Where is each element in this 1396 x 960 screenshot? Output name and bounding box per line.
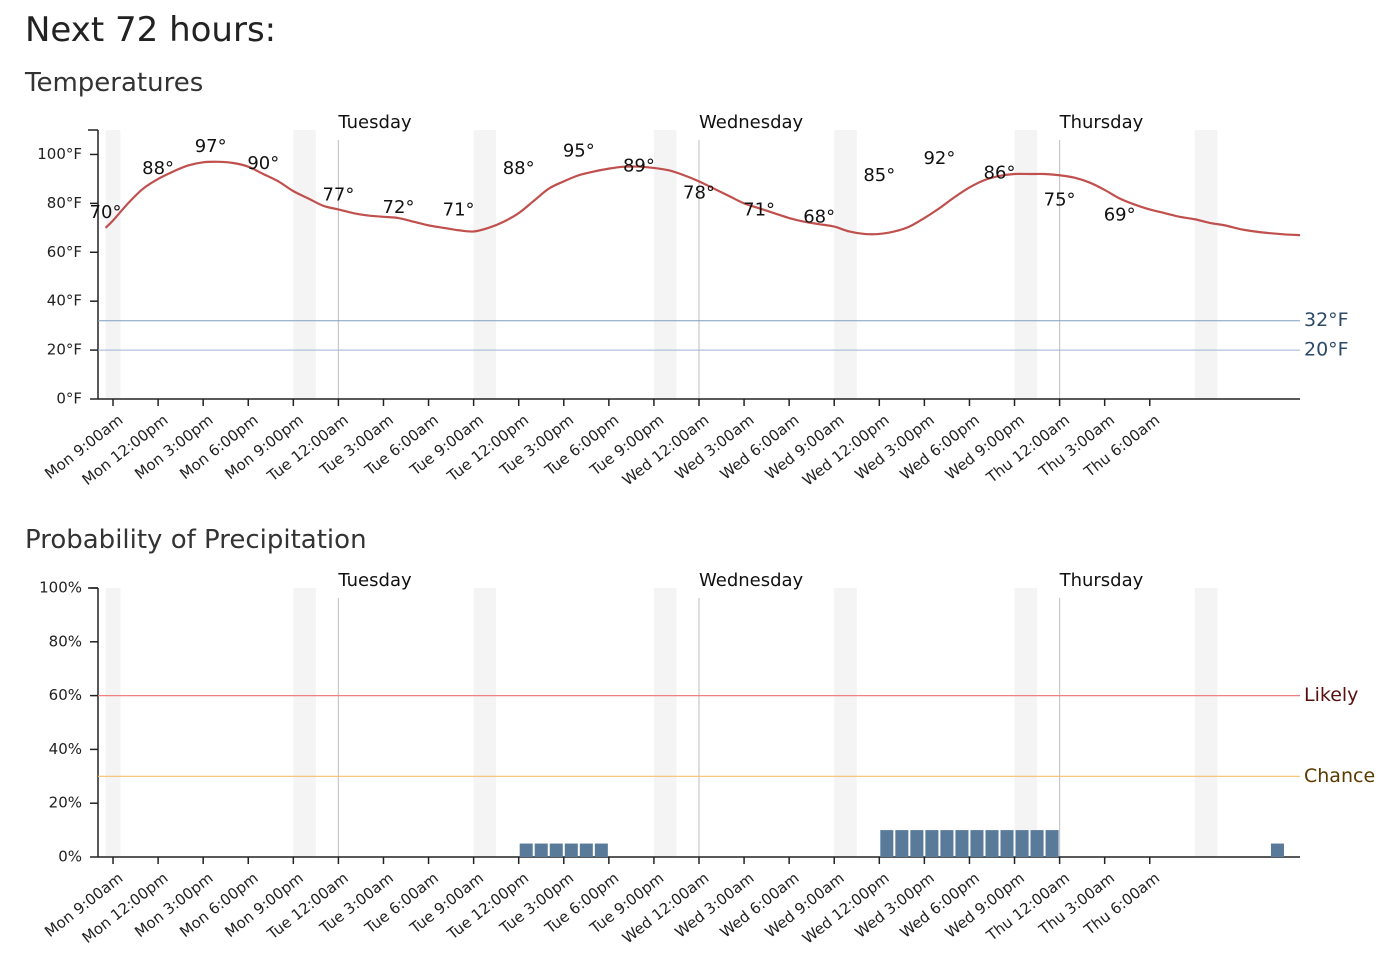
temperature-point-label: 92°	[923, 148, 955, 169]
temperature-point-label: 89°	[623, 155, 655, 176]
temperature-point-label: 70°	[90, 202, 122, 223]
temperature-point-label: 85°	[863, 165, 895, 186]
precip-day-label: Tuesday	[337, 570, 412, 591]
temperature-point-label: 71°	[743, 199, 775, 220]
precip-bar	[1270, 843, 1284, 857]
temp-y-tick-label: 20°F	[47, 341, 82, 359]
temp-day-label: Thursday	[1059, 112, 1144, 133]
temp-night-band	[293, 130, 316, 399]
precip-night-band	[1014, 588, 1038, 857]
temp-night-band	[1194, 130, 1218, 399]
temperature-point-label: 71°	[443, 199, 475, 220]
precip-bar	[985, 830, 999, 857]
temp-night-band	[834, 130, 857, 399]
page-title: Next 72 hours:	[25, 10, 277, 50]
temperature-point-label: 95°	[563, 141, 595, 162]
temp-reference-label: 32°F	[1304, 309, 1349, 331]
temp-y-tick-label: 100°F	[37, 145, 82, 163]
temperature-point-label: 88°	[142, 158, 174, 179]
precip-reference-label: Likely	[1304, 684, 1358, 706]
precip-night-band	[834, 588, 857, 857]
temp-night-band	[473, 130, 497, 399]
temp-y-tick-label: 40°F	[47, 292, 82, 310]
temperature-point-label: 90°	[247, 153, 279, 174]
precip-day-label: Thursday	[1059, 570, 1144, 591]
precip-bar	[549, 843, 563, 857]
temp-night-band	[105, 130, 121, 399]
precip-bar	[519, 843, 533, 857]
precip-bar	[895, 830, 909, 857]
precip-bar	[564, 843, 578, 857]
temperature-point-label: 97°	[195, 136, 227, 157]
precip-bar	[955, 830, 969, 857]
precip-night-band	[473, 588, 497, 857]
precip-bar	[1045, 830, 1059, 857]
precip-y-tick-label: 80%	[49, 632, 82, 650]
temperature-point-label: 86°	[984, 163, 1016, 184]
precip-y-tick-label: 40%	[49, 740, 82, 758]
temp-day-label: Wednesday	[699, 112, 804, 133]
precip-y-tick-label: 0%	[58, 848, 82, 866]
precip-reference-label: Chance	[1304, 765, 1375, 787]
precip-day-label: Wednesday	[699, 570, 804, 591]
temp-night-band	[1014, 130, 1038, 399]
precip-night-band	[293, 588, 316, 857]
precip-bar	[534, 843, 548, 857]
precip-night-band	[1194, 588, 1218, 857]
precip-y-tick-label: 60%	[49, 686, 82, 704]
temperature-point-label: 88°	[503, 158, 535, 179]
temperature-point-label: 78°	[683, 182, 715, 203]
precip-bar	[940, 830, 954, 857]
temp-y-tick-label: 60°F	[47, 243, 82, 261]
precip-bar	[970, 830, 984, 857]
precip-bar	[925, 830, 939, 857]
precip-bar	[1015, 830, 1029, 857]
temperature-point-label: 68°	[803, 207, 835, 228]
precip-bar	[579, 843, 593, 857]
temperature-point-label: 75°	[1044, 190, 1076, 211]
precip-night-band	[653, 588, 677, 857]
precip-bar	[1000, 830, 1014, 857]
temperature-point-label: 69°	[1104, 204, 1136, 225]
precip-y-tick-label: 100%	[39, 579, 82, 597]
precip-night-band	[105, 588, 121, 857]
temperature-chart: Tuesday Wednesday Thursday 100°F 80°F 60°F 40°…	[37, 112, 1349, 490]
temp-y-tick-label: 0°F	[56, 390, 82, 408]
temp-night-band	[653, 130, 677, 399]
temp-y-tick-label: 80°F	[47, 194, 82, 212]
precip-bar	[880, 830, 894, 857]
precip-bar	[594, 843, 608, 857]
precip-y-tick-label: 20%	[49, 794, 82, 812]
temperature-line	[104, 160, 1301, 237]
temperature-point-label: 77°	[322, 185, 354, 206]
precip-bar	[910, 830, 924, 857]
temperature-chart-title: Temperatures	[25, 68, 204, 98]
temp-day-label: Tuesday	[337, 112, 412, 133]
temp-reference-label: 20°F	[1304, 339, 1349, 361]
precip-bar	[1030, 830, 1044, 857]
temperature-point-label: 72°	[383, 197, 415, 218]
precipitation-chart-title: Probability of Precipitation	[25, 525, 367, 555]
